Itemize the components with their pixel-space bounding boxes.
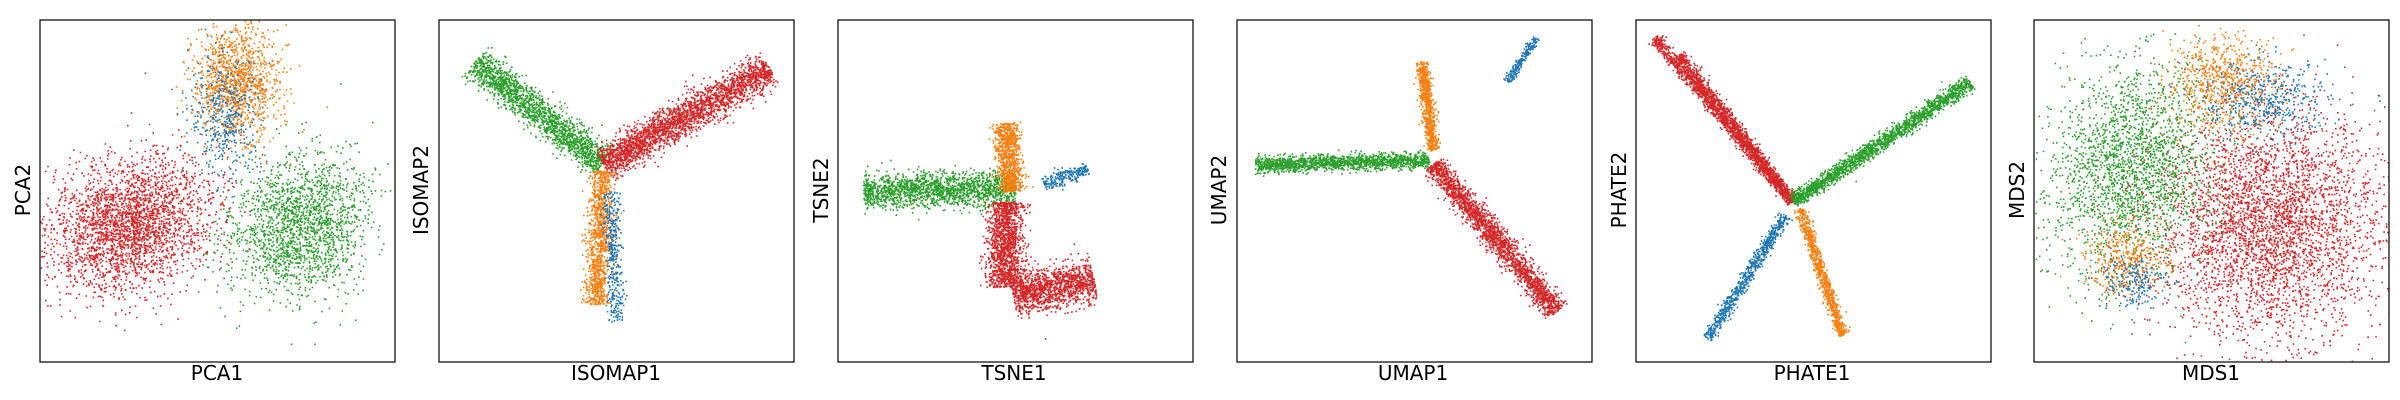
panel-3-frame [837, 19, 1194, 363]
panel-2-cluster-blue-4 [598, 191, 628, 323]
panel-2-frame [438, 19, 795, 363]
panel-4-cluster-blue-4 [1503, 36, 1540, 83]
panel-3-cluster-orange-5 [988, 121, 1034, 193]
panel-4-frame [1236, 19, 1593, 363]
panel-2-ylabel: ISOMAP2 [409, 145, 433, 235]
panel-1: PCA1 PCA2 [11, 19, 396, 385]
panel-6-cluster-orange-5 [2059, 215, 2181, 312]
panel-6-ylabel: MDS2 [2005, 161, 2029, 219]
panel-5-cluster-green-3 [1788, 75, 1976, 207]
panel-4-ylabel: UMAP2 [1207, 155, 1231, 225]
panel-3-cluster-red-4 [1009, 243, 1098, 340]
panel-1-points [40, 20, 392, 346]
panel-4: UMAP1 UMAP2 [1207, 19, 1593, 385]
panel-6-cluster-blue-6 [2081, 247, 2191, 321]
panel-1-frame [39, 19, 396, 363]
panel-4-points [1254, 36, 1568, 319]
panel-4-cluster-orange-2 [1413, 61, 1441, 152]
panel-6-points [2035, 20, 2389, 362]
panel-1-cluster-green-2 [180, 83, 392, 346]
panel-4-cluster-green-1 [1254, 149, 1431, 177]
panel-5-cluster-orange-4 [1794, 208, 1851, 337]
panel-4-cluster-red-3 [1425, 158, 1568, 319]
panel-3-cluster-blue-2 [1041, 163, 1090, 191]
panel-3-ylabel: TSNE2 [809, 157, 833, 223]
panel-2-points [461, 47, 779, 323]
panel-5-cluster-blue-5 [1703, 212, 1793, 342]
panel-5-ylabel: PHATE2 [1607, 152, 1631, 229]
panel-2-xlabel: ISOMAP1 [571, 361, 661, 385]
panel-2-cluster-red-2 [595, 52, 779, 182]
panel-5-points [1648, 35, 1976, 342]
panel-6-cluster-green-2 [2035, 33, 2281, 344]
panel-5: PHATE1 PHATE2 [1607, 19, 1992, 385]
panel-3: TSNE1 TSNE2 [809, 19, 1194, 385]
panel-5-frame [1635, 19, 1992, 363]
panel-1-xlabel: PCA1 [191, 361, 243, 385]
panel-3-cluster-red-3 [979, 201, 1045, 289]
panel-1-cluster-orange-3 [175, 20, 329, 166]
panel-3-points [862, 121, 1098, 340]
panel-5-cluster-red-1 [1648, 35, 1796, 206]
panel-2: ISOMAP1 ISOMAP2 [409, 19, 795, 385]
panel-1-ylabel: PCA2 [11, 164, 35, 216]
panel-3-xlabel: TSNE1 [980, 361, 1046, 385]
panel-5-cluster-red-2 [1672, 51, 1798, 205]
panel-6-frame [2033, 19, 2390, 363]
panel-4-xlabel: UMAP1 [1378, 361, 1448, 385]
panel-2-cluster-orange-3 [580, 170, 623, 306]
panel-1-cluster-red-1 [40, 72, 268, 332]
panel-5-xlabel: PHATE1 [1774, 361, 1851, 385]
panel-2-cluster-green-1 [461, 47, 616, 179]
panel-6-cluster-red-1 [2090, 44, 2389, 362]
panel-6: MDS1 MDS2 [2005, 19, 2390, 385]
panel-6-xlabel: MDS1 [2182, 361, 2240, 385]
panel-3-cluster-green-1 [862, 159, 1017, 221]
